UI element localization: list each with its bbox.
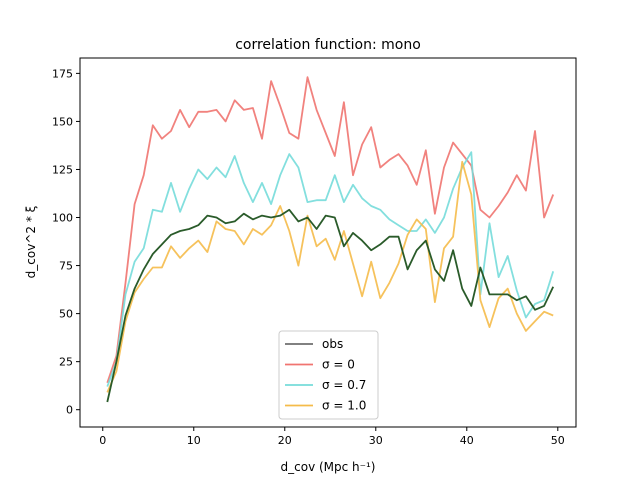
- legend: obs σ = 0 σ = 0.7 σ = 1.0: [278, 330, 379, 420]
- y-tick-label-6: 150: [52, 115, 73, 128]
- series-line-0: [106, 76, 555, 384]
- x-axis-label: d_cov (Mpc h⁻¹): [281, 460, 376, 474]
- x-tick-label-1: 10: [187, 434, 201, 447]
- y-tick-label-4: 100: [52, 212, 73, 225]
- plot-frame: [79, 57, 577, 428]
- series-line-2: [106, 160, 554, 393]
- x-tick-label-2: 20: [278, 434, 292, 447]
- legend-label-1: σ = 0: [322, 358, 355, 372]
- x-tick-label-0: 0: [99, 434, 106, 447]
- y-tick-label-2: 50: [59, 308, 73, 321]
- x-tick-label-5: 50: [551, 434, 565, 447]
- chart-title: correlation function: mono: [235, 37, 421, 53]
- y-tick-label-0: 0: [66, 404, 73, 417]
- series-line-3: [106, 208, 555, 403]
- legend-box: [278, 330, 379, 420]
- x-tick-label-4: 40: [460, 434, 474, 447]
- y-tick-label-7: 175: [52, 67, 73, 80]
- y-axis-label-text: d_cov^2 * ξ: [24, 206, 38, 279]
- y-tick-label-5: 125: [52, 163, 73, 176]
- x-tick-label-3: 30: [369, 434, 383, 447]
- y-tick-label-3: 75: [59, 260, 73, 273]
- legend-label-2: σ = 0.7: [322, 378, 366, 392]
- y-axis-label: d_cov^2 * ξ: [24, 206, 38, 279]
- legend-label-3: σ = 1.0: [322, 399, 366, 413]
- legend-label-0: obs: [322, 337, 343, 351]
- y-tick-label-1: 25: [59, 356, 73, 369]
- plot-area: 0 10 20 30 40 50 0 25 50 75 100 125 150 175: [52, 57, 577, 447]
